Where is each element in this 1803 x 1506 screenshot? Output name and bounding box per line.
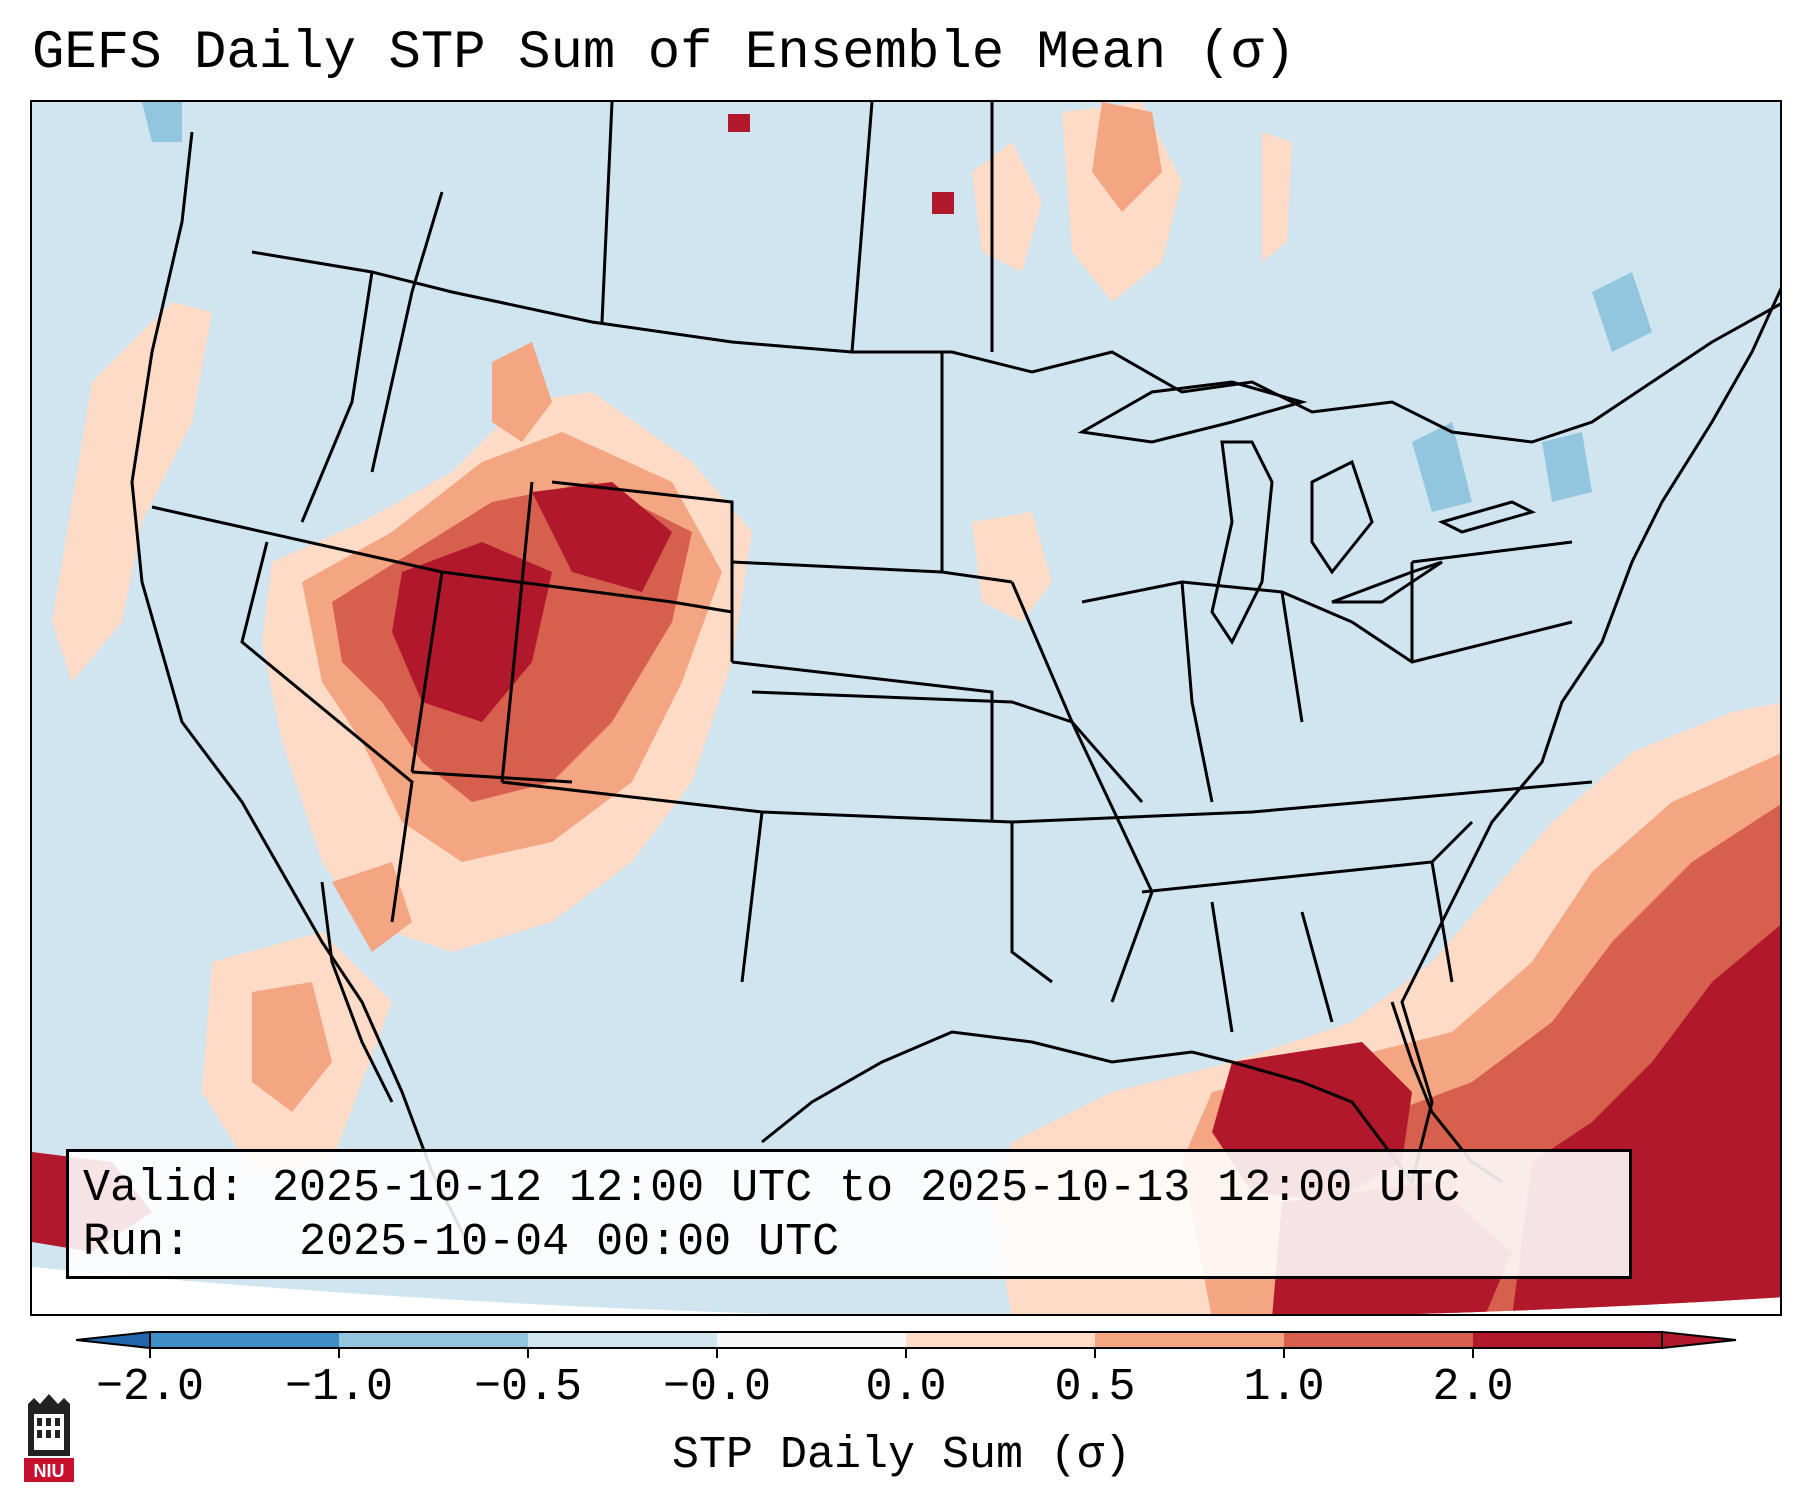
canada-border xyxy=(251,250,1780,444)
colorbar-segment xyxy=(339,1332,529,1348)
colorbar-segment xyxy=(1095,1332,1285,1348)
boundaries xyxy=(130,102,1780,1253)
valid-label: Valid: xyxy=(83,1163,246,1214)
lake-huron xyxy=(1310,459,1374,575)
map-panel[interactable] xyxy=(30,100,1782,1316)
gulf-coast xyxy=(761,281,1780,1186)
valid-value: 2025-10-12 12:00 UTC to 2025-10-13 12:00… xyxy=(272,1163,1461,1214)
baja-peninsula xyxy=(320,881,394,1103)
validity-info-box: Valid: 2025-10-12 12:00 UTC to 2025-10-1… xyxy=(66,1149,1632,1279)
us-west-coast xyxy=(130,131,474,1253)
lake-ontario xyxy=(1437,500,1537,534)
run-label: Run: xyxy=(83,1217,192,1268)
colorbar-outline xyxy=(149,1331,1663,1349)
colorbar-tick-label: 1.0 xyxy=(1243,1362,1325,1413)
run-value: 2025-10-04 00:00 UTC xyxy=(299,1217,840,1268)
colorbar-segment xyxy=(717,1332,907,1348)
colorbar-label: STP Daily Sum (σ) xyxy=(671,1430,1132,1481)
colorbar-over-triangle xyxy=(1661,1330,1737,1350)
colorbar-segment xyxy=(528,1332,718,1348)
colorbar-tick-label: 0.0 xyxy=(865,1362,947,1413)
logo-text: NIU xyxy=(34,1461,65,1481)
anomaly-field-negative xyxy=(142,102,1652,512)
colorbar-tick-label: −0.5 xyxy=(473,1362,583,1413)
colorbar-segment xyxy=(1284,1332,1474,1348)
chart-title: GEFS Daily STP Sum of Ensemble Mean (σ) xyxy=(32,23,1296,84)
colorbar-tick-label: 0.5 xyxy=(1054,1362,1136,1413)
colorbar-segment xyxy=(150,1332,340,1348)
colorbar-tick-label: −1.0 xyxy=(284,1362,394,1413)
lake-superior xyxy=(1077,380,1308,444)
map-svg xyxy=(32,102,1780,1314)
anomaly-field-intermountain xyxy=(262,342,752,952)
colorbar-under-triangle xyxy=(75,1330,151,1350)
niu-logo: NIU xyxy=(24,1394,74,1482)
lake-michigan xyxy=(1210,440,1274,645)
colorbar-tick-label: −0.0 xyxy=(662,1362,772,1413)
colorbar-tick-label: 2.0 xyxy=(1432,1362,1514,1413)
colorbar-segment xyxy=(906,1332,1096,1348)
colorbar-tick-label: −2.0 xyxy=(95,1362,205,1413)
colorbar-segment xyxy=(1473,1332,1663,1348)
lake-erie xyxy=(1331,560,1443,604)
anomaly-field-north xyxy=(728,102,1292,622)
